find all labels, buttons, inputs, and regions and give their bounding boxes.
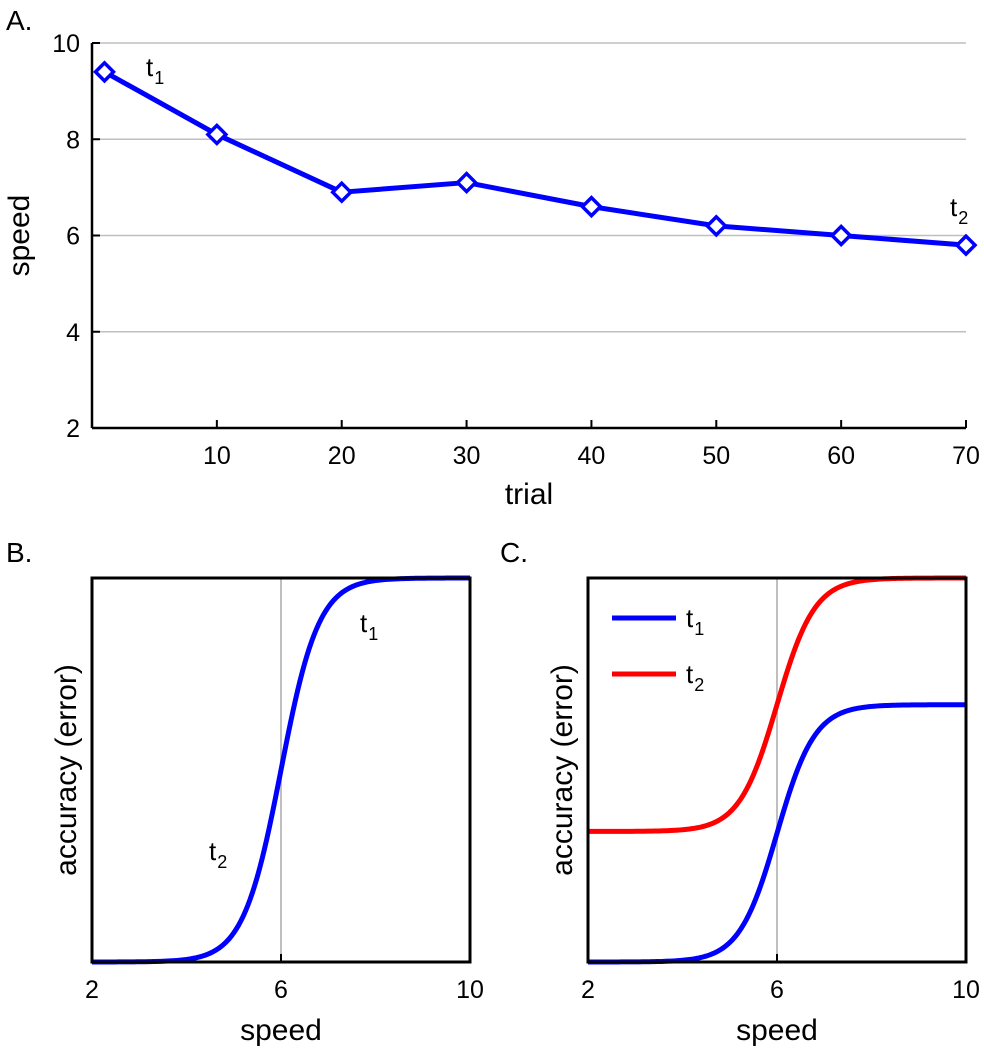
y-tick-label-2: 2 — [66, 415, 80, 443]
x-tick-label-20: 20 — [328, 442, 356, 470]
series-line-speed — [103, 69, 967, 248]
legend-label-1-subscript: 2 — [694, 675, 704, 695]
x-tick-label-30: 30 — [453, 442, 481, 470]
data-point-trial-10 — [205, 122, 229, 146]
y-axis-label: accuracy (error) — [546, 664, 579, 876]
legend-label-0-subscript: 1 — [694, 619, 704, 639]
x-tick-label-2: 2 — [581, 976, 595, 1004]
x-tick-label-6: 6 — [274, 976, 288, 1004]
annotation-t2-subscript: 2 — [217, 852, 227, 872]
x-axis-label: trial — [505, 478, 553, 511]
panel-label: C. — [500, 537, 528, 568]
y-axis-label: accuracy (error) — [50, 664, 83, 876]
annotation-t1-main: t — [360, 608, 368, 638]
x-tick-label-10: 10 — [203, 442, 231, 470]
annotation-t2-main: t — [209, 836, 217, 866]
y-tick-label-10: 10 — [52, 30, 80, 58]
x-tick-label-40: 40 — [578, 442, 606, 470]
annotation-t1: t1 — [360, 608, 378, 644]
legend-label-0: t1 — [686, 603, 704, 639]
x-axis-label: speed — [736, 1014, 818, 1047]
annotation-t1-main: t — [146, 52, 154, 82]
legend-label-1-main: t — [686, 659, 694, 689]
data-point-trial-50 — [704, 214, 728, 238]
panel-label-a: A. — [6, 5, 32, 36]
x-tick-label-50: 50 — [702, 442, 730, 470]
x-tick-label-10: 10 — [952, 976, 980, 1004]
panel-label: B. — [6, 537, 32, 568]
y-tick-label-6: 6 — [66, 223, 80, 251]
x-tick-label-2: 2 — [85, 976, 99, 1004]
legend-label-0-main: t — [686, 603, 694, 633]
annotation-t1: t1 — [146, 52, 164, 88]
annotation-t2-subscript: 2 — [958, 208, 968, 228]
data-point-trial-1 — [93, 60, 116, 84]
x-tick-label-70: 70 — [952, 442, 980, 470]
y-axis-label: speed — [3, 195, 36, 277]
annotation-t1-subscript: 1 — [368, 624, 378, 644]
annotation-t2: t2 — [950, 192, 968, 228]
x-axis-label: speed — [240, 1014, 322, 1047]
y-tick-label-8: 8 — [66, 126, 80, 154]
data-point-trial-70 — [954, 233, 978, 257]
data-point-trial-40 — [579, 195, 603, 219]
x-tick-label-6: 6 — [770, 976, 784, 1004]
x-tick-label-10: 10 — [456, 976, 484, 1004]
data-point-trial-60 — [829, 224, 853, 247]
annotation-t2-main: t — [950, 192, 958, 222]
x-tick-label-60: 60 — [827, 442, 855, 470]
data-point-trial-30 — [455, 171, 479, 195]
data-point-trial-20 — [330, 180, 354, 204]
annotation-t1-subscript: 1 — [154, 68, 164, 88]
legend-label-1: t2 — [686, 659, 704, 695]
annotation-t2: t2 — [209, 836, 227, 872]
y-tick-label-4: 4 — [66, 319, 80, 347]
